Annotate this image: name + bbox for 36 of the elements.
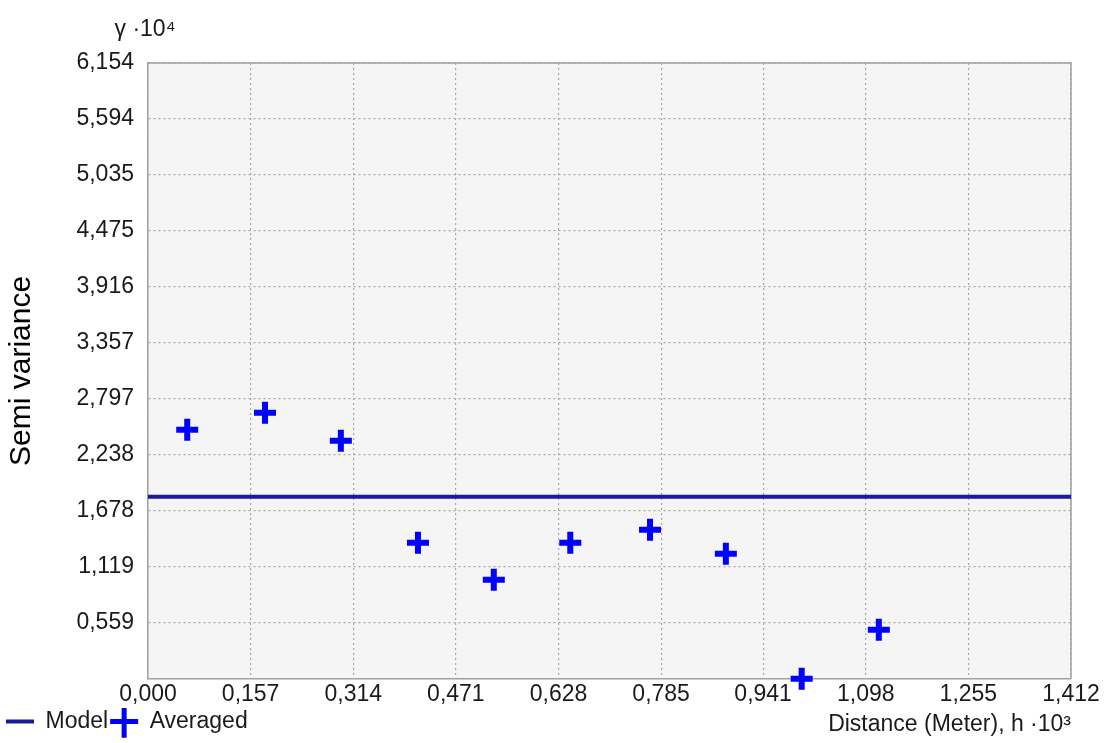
y-tick-label: 0,559 <box>76 608 134 635</box>
legend-label: Averaged <box>149 706 248 733</box>
y-tick-label: 2,797 <box>76 384 134 411</box>
x-tick-label: 1,412 <box>1042 679 1100 706</box>
y-tick-label: 3,357 <box>76 328 134 355</box>
y-tick-label: 1,678 <box>76 496 134 523</box>
y-tick-label: 5,594 <box>76 104 135 131</box>
x-tick-label: 1,098 <box>836 679 895 706</box>
y-axis-title: Semi variance <box>3 275 37 466</box>
point <box>714 542 737 565</box>
point <box>406 531 429 554</box>
point <box>790 667 813 690</box>
y-tick-label: 1,119 <box>78 552 134 579</box>
point <box>867 618 890 641</box>
point <box>329 429 352 452</box>
x-tick-label: 0,628 <box>529 679 588 706</box>
x-tick-label: 0,157 <box>221 679 280 706</box>
x-tick-label: 0,314 <box>324 679 383 706</box>
y-tick-label: 3,916 <box>76 272 134 299</box>
legend-label: Model <box>45 706 109 733</box>
point <box>559 531 582 554</box>
y-tick-label: 4,475 <box>76 216 134 243</box>
y-tick-label: 2,238 <box>76 440 134 467</box>
y-tick-label: 6,154 <box>76 48 135 75</box>
point <box>639 518 662 541</box>
x-axis-title: Distance (Meter), h ·10³ <box>828 709 1072 736</box>
point <box>482 568 505 591</box>
point <box>254 401 277 424</box>
x-tick-label: 1,255 <box>939 679 998 706</box>
text: γ ·10⁴ <box>114 15 176 41</box>
x-tick-label: 0,000 <box>119 679 177 706</box>
x-tick-label: 0,471 <box>427 679 485 706</box>
y-tick-label: 5,035 <box>76 160 134 187</box>
point <box>176 418 199 441</box>
x-tick-label: 0,785 <box>632 679 690 706</box>
x-tick-label: 0,941 <box>734 679 792 706</box>
